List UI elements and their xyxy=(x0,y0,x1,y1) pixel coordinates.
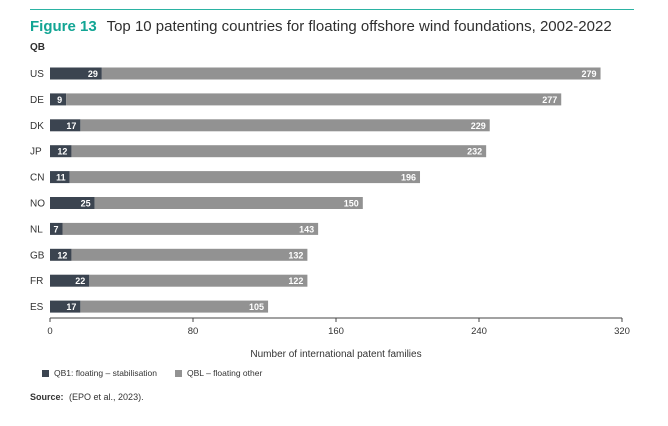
legend-swatch-dark xyxy=(42,369,49,377)
category-label-us: US xyxy=(30,69,44,80)
bar-other-nl xyxy=(62,222,319,235)
legend-item-other: QBL – floating other xyxy=(175,368,262,378)
bar-stabilisation-fr xyxy=(50,274,90,287)
bar-stabilisation-cn xyxy=(50,171,70,184)
data-label-other-cn: 196 xyxy=(401,173,416,183)
x-tick-label-0: 0 xyxy=(47,326,52,337)
figure-title: Figure 13 Top 10 patenting countries for… xyxy=(30,18,612,35)
source-label: Source: xyxy=(30,392,64,402)
data-label-stabilisation-es: 17 xyxy=(66,302,76,312)
bar-other-us xyxy=(101,67,601,80)
bar-other-es xyxy=(80,300,269,313)
panel-label: QB xyxy=(30,42,45,53)
category-label-cn: CN xyxy=(30,173,44,184)
bar-stabilisation-gb xyxy=(50,248,72,261)
category-label-dk: DK xyxy=(30,121,44,132)
bar-other-fr xyxy=(89,274,308,287)
x-tick-label-320: 320 xyxy=(614,326,630,337)
data-label-other-jp: 232 xyxy=(467,147,482,157)
legend-label-other: QBL – floating other xyxy=(187,368,263,378)
data-label-other-gb: 132 xyxy=(288,250,303,260)
category-label-no: NO xyxy=(30,199,45,210)
data-label-stabilisation-gb: 12 xyxy=(57,250,67,260)
data-label-other-us: 279 xyxy=(582,69,597,79)
figure-title-text: Top 10 patenting countries for floating … xyxy=(106,18,612,35)
data-label-other-dk: 229 xyxy=(471,121,486,131)
data-label-stabilisation-dk: 17 xyxy=(66,121,76,131)
bar-stabilisation-no xyxy=(50,197,95,209)
data-label-other-nl: 143 xyxy=(299,224,314,234)
legend-label-stabilisation: QB1: floating – stabilisation xyxy=(54,368,158,378)
bar-other-de xyxy=(66,93,562,106)
category-label-gb: GB xyxy=(30,250,45,261)
bar-other-dk xyxy=(80,119,490,132)
category-label-fr: FR xyxy=(30,276,43,287)
source-note: Source: (EPO et al., 2023). xyxy=(30,392,144,402)
x-tick-label-80: 80 xyxy=(188,326,199,337)
data-label-other-fr: 122 xyxy=(288,276,303,286)
x-tick-label-240: 240 xyxy=(471,326,487,337)
bar-stabilisation-dk xyxy=(50,119,81,132)
source-text: (EPO et al., 2023). xyxy=(69,392,144,402)
bar-other-no xyxy=(94,197,363,209)
data-label-other-de: 277 xyxy=(542,95,557,105)
data-label-stabilisation-us: 29 xyxy=(88,69,98,79)
legend-swatch-light xyxy=(175,369,183,377)
data-label-stabilisation-no: 25 xyxy=(81,199,91,209)
data-label-stabilisation-de: 9 xyxy=(57,95,62,105)
category-label-es: ES xyxy=(30,302,44,313)
figure-number: Figure 13 xyxy=(30,18,97,35)
bar-stabilisation-nl xyxy=(50,222,63,235)
data-label-stabilisation-fr: 22 xyxy=(75,276,85,286)
top-rule xyxy=(30,9,634,10)
legend: QB1: floating – stabilisation QBL – floa… xyxy=(42,368,262,378)
data-label-other-no: 150 xyxy=(344,199,359,209)
data-label-stabilisation-cn: 11 xyxy=(56,173,66,183)
data-label-stabilisation-nl: 7 xyxy=(53,224,58,234)
x-tick-label-160: 160 xyxy=(328,326,344,337)
data-label-stabilisation-jp: 12 xyxy=(57,147,67,157)
bar-stabilisation-de xyxy=(50,93,67,106)
category-label-nl: NL xyxy=(30,224,43,235)
category-label-jp: JP xyxy=(30,147,42,158)
data-label-other-es: 105 xyxy=(249,302,264,312)
bar-other-jp xyxy=(71,145,487,158)
x-axis-title: Number of international patent families xyxy=(250,349,421,360)
category-label-de: DE xyxy=(30,95,44,106)
bar-stabilisation-us xyxy=(50,67,102,80)
bar-stabilisation-jp xyxy=(50,145,72,158)
bar-stabilisation-es xyxy=(50,300,81,313)
legend-item-stabilisation: QB1: floating – stabilisation xyxy=(42,368,157,378)
bar-other-gb xyxy=(71,248,308,261)
bar-other-cn xyxy=(69,171,421,184)
